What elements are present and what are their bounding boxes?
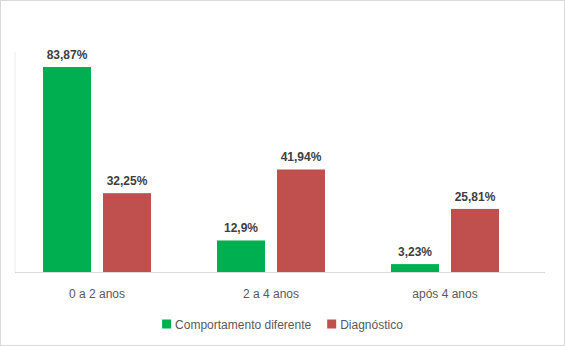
data-label: 32,25%	[107, 174, 148, 188]
bars	[43, 67, 499, 272]
legend-swatch	[327, 320, 336, 329]
x-tick-label: 2 a 4 anos	[243, 287, 299, 301]
bar	[217, 240, 265, 272]
data-label: 3,23%	[398, 245, 432, 259]
x-tick-label: 0 a 2 anos	[69, 287, 125, 301]
x-axis-line	[15, 272, 545, 273]
chart-frame	[1, 1, 565, 346]
legend-label: Comportamento diferente	[175, 318, 311, 332]
bar	[103, 193, 151, 272]
x-tick-label: após 4 anos	[412, 287, 477, 301]
bar	[451, 209, 499, 272]
y-axis-line	[15, 52, 16, 272]
chart-container: 83,87% 12,9% 3,23% 32,25% 41,94% 25,81% 0 a 2 …	[0, 0, 565, 346]
bar	[391, 264, 439, 272]
bar	[43, 67, 91, 272]
data-label: 83,87%	[47, 48, 88, 62]
data-label: 41,94%	[281, 150, 322, 164]
legend-swatch	[162, 320, 171, 329]
chart-svg: 83,87% 12,9% 3,23% 32,25% 41,94% 25,81% 0 a 2 …	[0, 0, 565, 346]
legend: Comportamento diferente Diagnóstico	[162, 318, 403, 332]
data-label: 25,81%	[455, 190, 496, 204]
bar	[277, 169, 325, 272]
data-label: 12,9%	[224, 221, 258, 235]
legend-label: Diagnóstico	[340, 318, 403, 332]
